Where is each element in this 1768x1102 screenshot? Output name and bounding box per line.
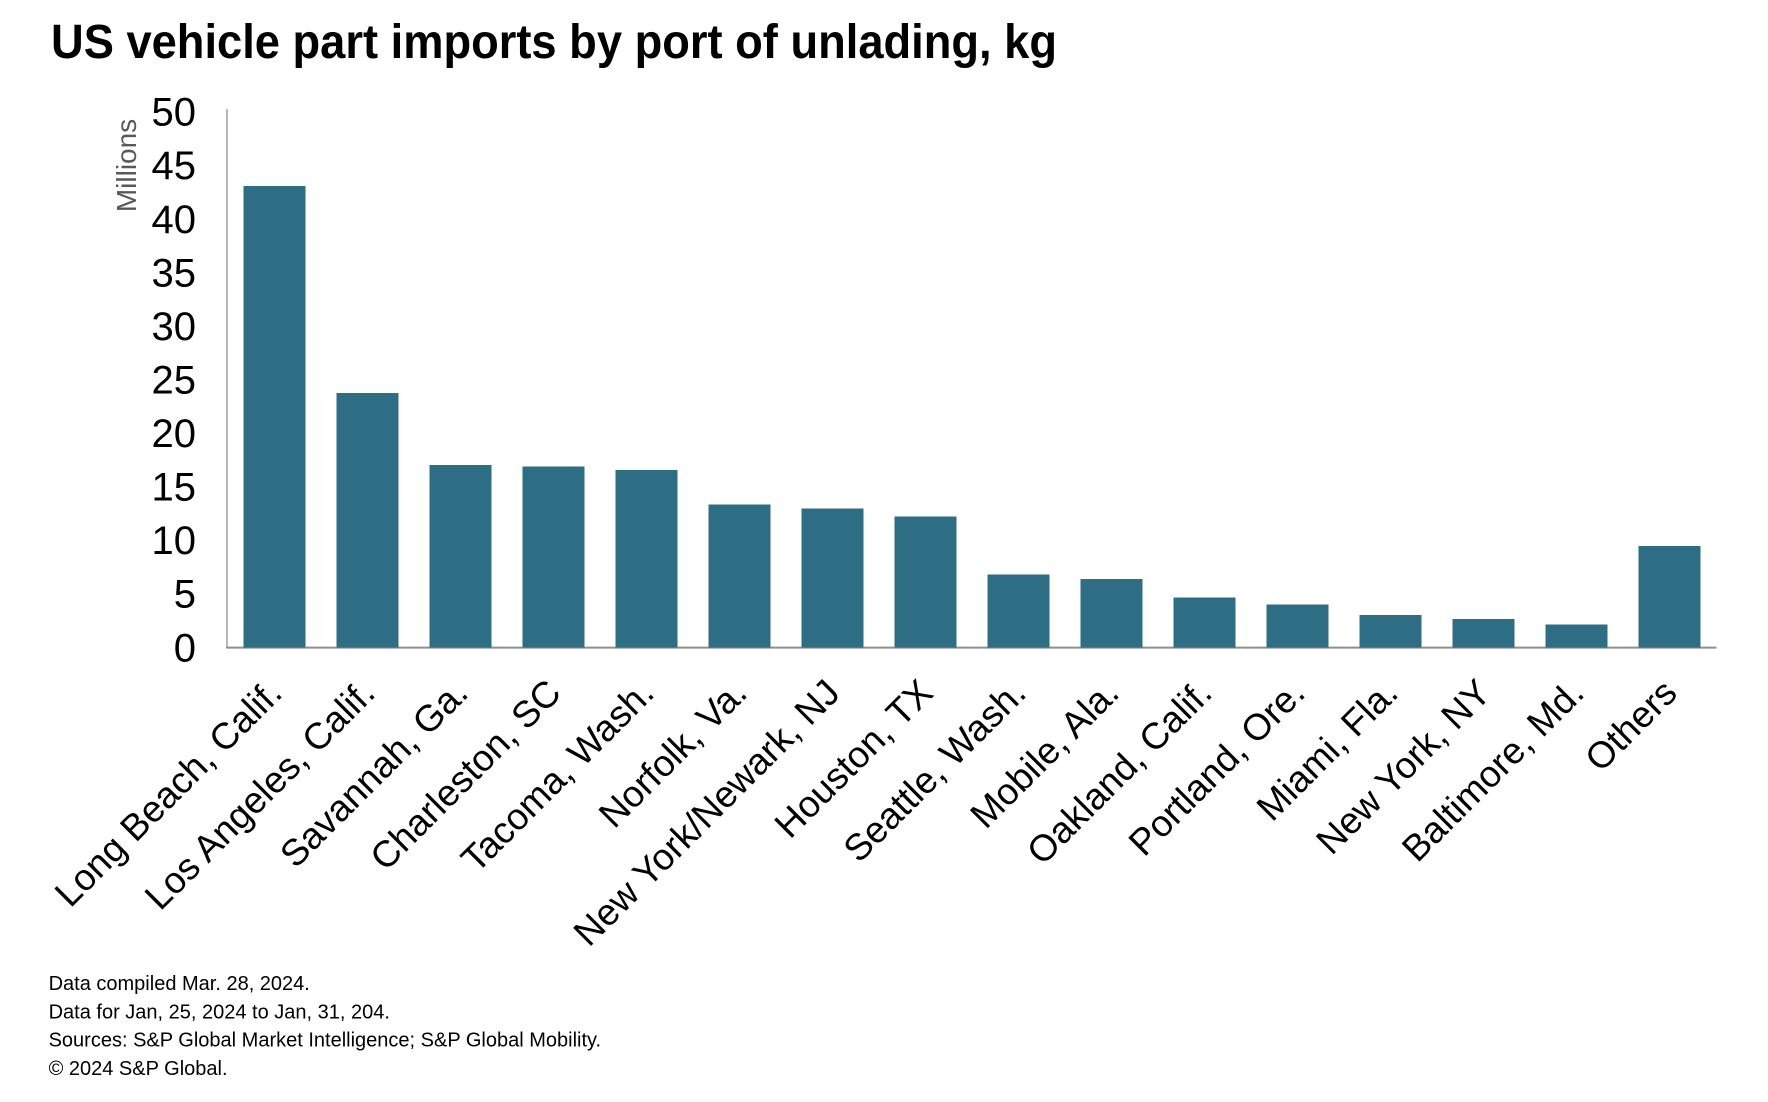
svg-text:Data compiled Mar. 28, 2024.: Data compiled Mar. 28, 2024.: [49, 973, 310, 995]
svg-text:Data for Jan, 25, 2024 to Jan,: Data for Jan, 25, 2024 to Jan, 31, 204.: [49, 1001, 390, 1023]
svg-text:40: 40: [152, 198, 197, 242]
svg-text:0: 0: [174, 626, 196, 670]
svg-text:35: 35: [152, 251, 197, 295]
svg-text:30: 30: [152, 305, 197, 349]
svg-text:50: 50: [152, 91, 197, 135]
svg-text:US vehicle part imports by por: US vehicle part imports by port of unlad…: [51, 16, 1057, 69]
svg-text:45: 45: [152, 144, 197, 188]
svg-text:Sources: S&P Global Market Int: Sources: S&P Global Market Intelligence;…: [49, 1030, 602, 1052]
svg-text:10: 10: [152, 519, 197, 563]
svg-text:15: 15: [152, 466, 197, 510]
svg-text:20: 20: [152, 412, 197, 456]
svg-text:25: 25: [152, 359, 197, 403]
svg-text:5: 5: [174, 573, 196, 617]
svg-text:Millions: Millions: [111, 119, 142, 212]
svg-text:© 2024 S&P Global.: © 2024 S&P Global.: [49, 1058, 228, 1080]
